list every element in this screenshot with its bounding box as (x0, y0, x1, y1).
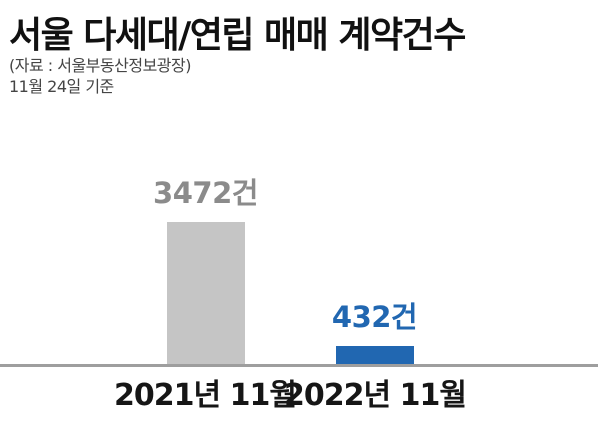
bar-2022 (335, 346, 414, 364)
chart-subtitle-block: (자료 : 서울부동산정보광장) 11월 24일 기준 (9, 55, 191, 97)
bar-group-2022: 432건 (307, 294, 442, 364)
as-of-note: 11월 24일 기준 (9, 77, 114, 96)
bar-2021 (166, 222, 245, 364)
category-label-2021: 2021년 11월 (114, 378, 297, 413)
source-note: (자료 : 서울부동산정보광장) (9, 56, 191, 75)
value-label-2022: 432건 (331, 300, 418, 334)
value-label-2021: 3472건 (153, 176, 258, 210)
category-axis: 2021년 11월 2022년 11월 (0, 370, 600, 413)
x-axis-line (0, 364, 598, 367)
chart-title: 서울 다세대/연립 매매 계약건수 (9, 15, 466, 56)
bar-group-2021: 3472건 (138, 170, 273, 364)
category-label-2022: 2022년 11월 (284, 378, 467, 413)
